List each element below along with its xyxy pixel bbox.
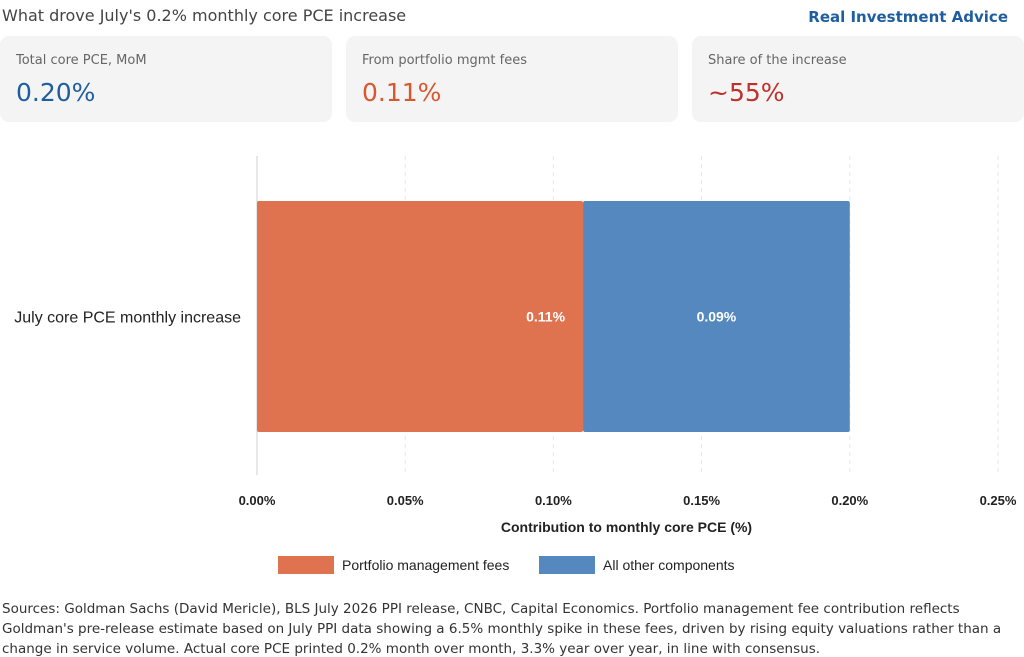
stat-card-value: 0.11%: [362, 78, 442, 107]
stat-card-label: Share of the increase: [708, 53, 847, 68]
x-tick-label: 0.00%: [239, 493, 276, 508]
x-axis-title: Contribution to monthly core PCE (%): [501, 519, 752, 535]
x-tick-label: 0.15%: [683, 493, 720, 508]
legend-item-other[interactable]: All other components: [539, 555, 735, 575]
bar-data-label: 0.09%: [697, 309, 737, 325]
header: What drove July's 0.2% monthly core PCE …: [0, 0, 1024, 34]
category-label: July core PCE monthly increase: [14, 310, 241, 327]
bar-segment-other: [583, 201, 850, 432]
sources-note: Sources: Goldman Sachs (David Mericle), …: [2, 601, 1002, 657]
legend-label-fees: Portfolio management fees: [342, 557, 510, 573]
legend-swatch-fees: [278, 556, 334, 574]
x-tick-label: 0.05%: [387, 493, 424, 508]
stat-card-share: Share of the increase ~55%: [692, 36, 1024, 122]
x-tick-label: 0.25%: [980, 493, 1017, 508]
bar-segment-fees: [257, 201, 584, 432]
bar-data-label: 0.11%: [526, 309, 565, 325]
stat-card-label: From portfolio mgmt fees: [362, 53, 527, 68]
x-tick-label: 0.20%: [831, 493, 868, 508]
brand-logo[interactable]: Real Investment Advice: [808, 8, 1008, 26]
legend-swatch-other: [539, 556, 595, 574]
stat-card-value: 0.20%: [16, 78, 96, 107]
legend-label-other: All other components: [603, 557, 735, 573]
chart-legend: Portfolio management fees All other comp…: [0, 555, 1024, 577]
stat-card-fees: From portfolio mgmt fees 0.11%: [346, 36, 678, 122]
stat-card-label: Total core PCE, MoM: [16, 53, 147, 68]
contribution-chart: 0.00% 0.05% 0.10% 0.15% 0.20% 0.25% 0.11% 0.09%…: [14, 156, 1017, 535]
page-title: What drove July's 0.2% monthly core PCE …: [2, 6, 407, 25]
stat-cards: Total core PCE, MoM 0.20% From portfolio…: [0, 36, 1024, 122]
legend-item-fees[interactable]: Portfolio management fees: [278, 555, 509, 575]
stat-card-value: ~55%: [708, 78, 785, 107]
x-tick-label: 0.10%: [535, 493, 572, 508]
stat-card-total: Total core PCE, MoM 0.20%: [0, 36, 332, 122]
